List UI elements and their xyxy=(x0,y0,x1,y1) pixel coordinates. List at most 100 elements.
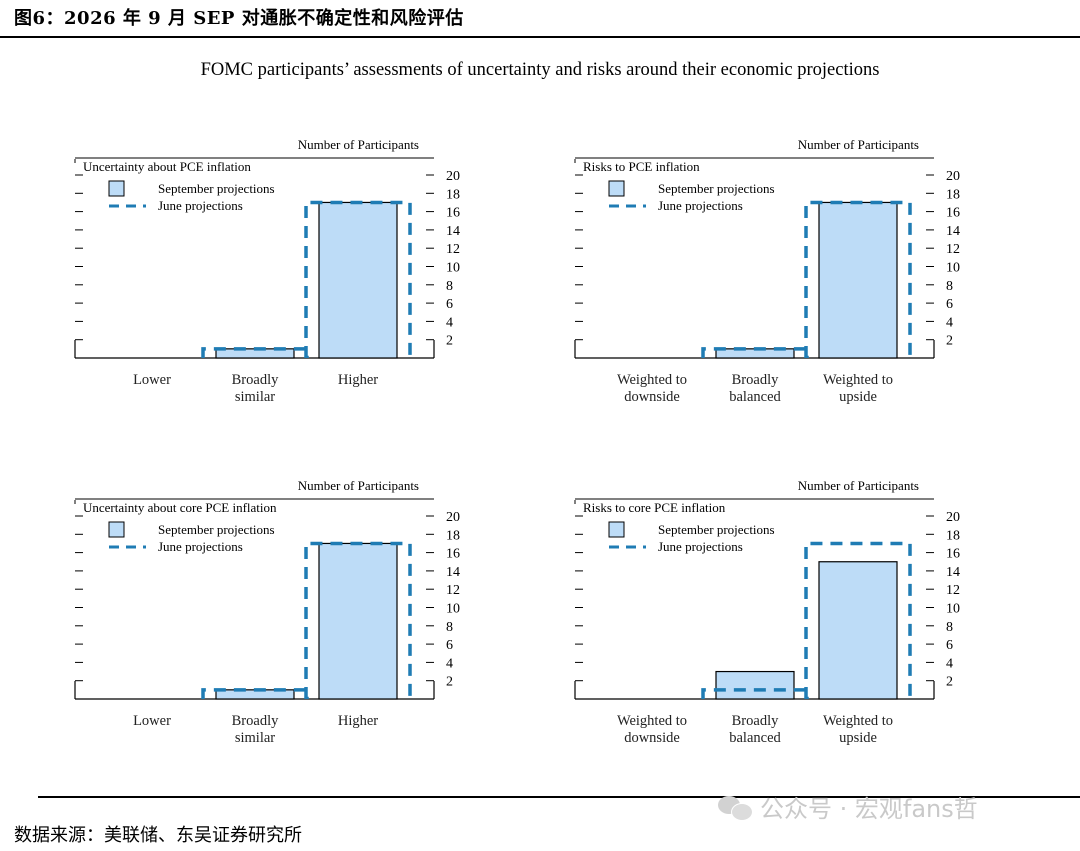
bar-june xyxy=(201,347,309,358)
watermark: 公众号 · 宏观fans哲 xyxy=(718,789,978,824)
y-tick-label: 20 xyxy=(946,510,960,525)
bar-june xyxy=(304,541,412,699)
legend-label-june: June projections xyxy=(158,198,243,213)
y-tick-label: 4 xyxy=(946,656,953,671)
y-tick-label: 8 xyxy=(946,620,953,635)
x-tick-label: upside xyxy=(839,389,877,405)
legend-label-june: June projections xyxy=(658,539,743,554)
y-tick-label: 10 xyxy=(446,602,460,617)
y-tick-label: 20 xyxy=(946,169,960,184)
y-tick-label: 20 xyxy=(446,169,460,184)
y-tick-label: 18 xyxy=(946,528,960,543)
bar-september xyxy=(818,561,898,700)
legend-swatch-september xyxy=(108,180,125,197)
bar-september xyxy=(818,201,898,359)
panel-title: Uncertainty about PCE inflation xyxy=(83,159,251,174)
watermark-text: 公众号 · 宏观fans哲 xyxy=(760,795,978,823)
bottom-rule xyxy=(38,796,1080,798)
y-tick-label: 14 xyxy=(446,224,460,239)
y-tick-label: 16 xyxy=(946,547,960,562)
x-tick-label: balanced xyxy=(729,389,781,405)
legend-label-september: September projections xyxy=(158,181,275,196)
legend-label-june: June projections xyxy=(658,198,743,213)
y-tick-label: 12 xyxy=(946,583,960,598)
x-tick-label: Weighted to xyxy=(617,372,687,388)
y-tick-label: 6 xyxy=(946,638,953,653)
y-tick-label: 16 xyxy=(946,206,960,221)
y-tick-label: 16 xyxy=(446,547,460,562)
y-axis-label: Number of Participants xyxy=(298,478,419,493)
x-tick-label: Broadly xyxy=(732,713,779,729)
chart-panel-1: Number of Participants Uncertainty about … xyxy=(74,137,460,405)
bar-june xyxy=(304,200,412,358)
y-tick-label: 2 xyxy=(446,675,453,690)
chart-panel-2: Number of Participants Risks to PCE infla… xyxy=(574,137,960,405)
x-tick-label: downside xyxy=(624,730,680,746)
y-tick-label: 6 xyxy=(946,297,953,312)
x-tick-label: balanced xyxy=(729,730,781,746)
y-tick-label: 8 xyxy=(446,620,453,635)
figure-title: 图6：2026 年 9 月 SEP 对通胀不确定性和风险评估 xyxy=(14,8,464,29)
y-tick-label: 18 xyxy=(446,528,460,543)
legend-swatch-september xyxy=(608,180,625,197)
legend-swatch-september xyxy=(608,521,625,538)
bar-june xyxy=(201,688,309,699)
y-tick-label: 6 xyxy=(446,297,453,312)
y-tick-label: 4 xyxy=(946,315,953,330)
y-tick-label: 14 xyxy=(946,224,960,239)
x-tick-label: Broadly xyxy=(232,713,279,729)
y-tick-label: 12 xyxy=(446,583,460,598)
y-tick-label: 8 xyxy=(946,279,953,294)
y-axis-label: Number of Participants xyxy=(798,478,919,493)
y-tick-label: 2 xyxy=(946,334,953,349)
bar-september xyxy=(318,201,398,359)
bar-june xyxy=(804,200,912,358)
y-tick-label: 10 xyxy=(946,602,960,617)
bar-september xyxy=(715,670,795,700)
panel-title: Risks to core PCE inflation xyxy=(583,500,726,515)
chart-subtitle: FOMC participants’ assessments of uncert… xyxy=(200,60,880,80)
y-tick-label: 10 xyxy=(446,261,460,276)
legend-label-june: June projections xyxy=(158,539,243,554)
x-tick-label: Lower xyxy=(133,372,171,388)
top-rule xyxy=(0,36,1080,38)
panel-title: Risks to PCE inflation xyxy=(583,159,700,174)
x-tick-label: Broadly xyxy=(732,372,779,388)
y-tick-label: 12 xyxy=(446,242,460,257)
x-tick-label: downside xyxy=(624,389,680,405)
x-tick-label: similar xyxy=(235,389,275,405)
x-tick-label: similar xyxy=(235,730,275,746)
bar-june xyxy=(804,541,912,699)
y-axis-label: Number of Participants xyxy=(298,137,419,152)
y-tick-label: 10 xyxy=(946,261,960,276)
x-tick-label: Weighted to xyxy=(617,713,687,729)
wechat-icon xyxy=(718,794,753,821)
legend-label-september: September projections xyxy=(158,522,275,537)
x-tick-label: Lower xyxy=(133,713,171,729)
x-tick-label: upside xyxy=(839,730,877,746)
y-tick-label: 4 xyxy=(446,315,453,330)
x-tick-label: Weighted to xyxy=(823,372,893,388)
legend-swatch-september xyxy=(108,521,125,538)
y-tick-label: 2 xyxy=(446,334,453,349)
y-tick-label: 14 xyxy=(446,565,460,580)
y-tick-label: 14 xyxy=(946,565,960,580)
x-tick-label: Higher xyxy=(338,713,378,729)
bar-june xyxy=(701,688,809,699)
x-tick-label: Higher xyxy=(338,372,378,388)
y-tick-label: 16 xyxy=(446,206,460,221)
source-note: 数据来源：美联储、东吴证券研究所 xyxy=(14,825,302,846)
y-tick-label: 2 xyxy=(946,675,953,690)
chart-panel-4: Number of Participants Risks to core PCE … xyxy=(574,478,960,746)
y-tick-label: 18 xyxy=(946,187,960,202)
y-tick-label: 6 xyxy=(446,638,453,653)
x-tick-label: Broadly xyxy=(232,372,279,388)
bar-september xyxy=(318,542,398,700)
y-axis-label: Number of Participants xyxy=(798,137,919,152)
legend-label-september: September projections xyxy=(658,181,775,196)
y-tick-label: 8 xyxy=(446,279,453,294)
legend-label-september: September projections xyxy=(658,522,775,537)
bar-june xyxy=(701,347,809,358)
y-tick-label: 20 xyxy=(446,510,460,525)
chart-panel-3: Number of Participants Uncertainty about … xyxy=(74,478,460,746)
